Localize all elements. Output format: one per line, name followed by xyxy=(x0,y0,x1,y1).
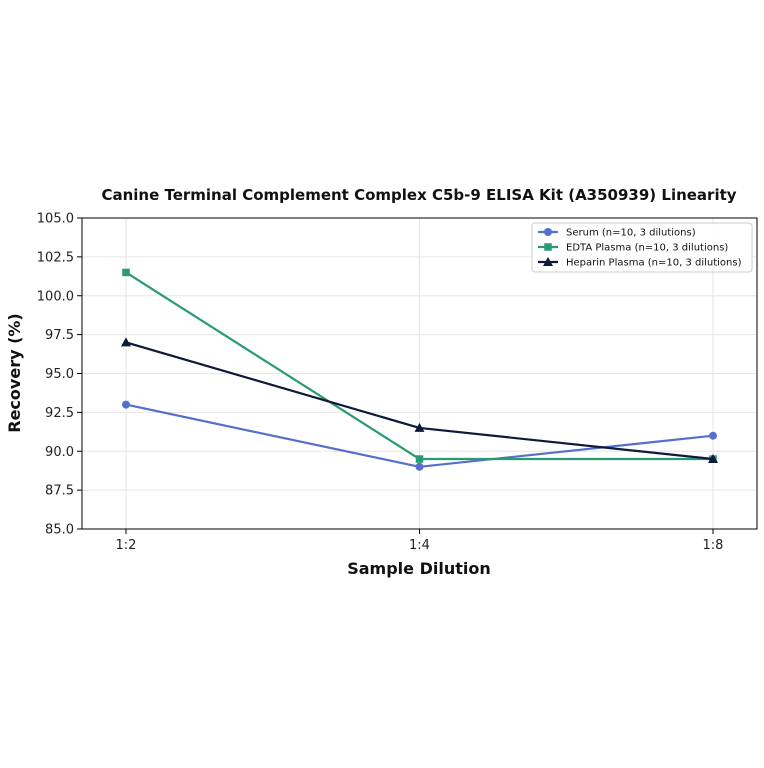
y-tick-label: 92.5 xyxy=(45,406,74,421)
data-point-triangle xyxy=(414,422,425,432)
y-tick-label: 85.0 xyxy=(45,523,74,538)
legend-box xyxy=(531,222,753,273)
y-tick-label: 105.0 xyxy=(37,212,74,227)
legend-label: Serum (n=10, 3 dilutions) xyxy=(566,228,696,239)
data-point-triangle xyxy=(121,337,131,347)
series-2 xyxy=(121,337,718,464)
y-axis-label: Recovery (%) xyxy=(5,313,24,432)
data-point-circle xyxy=(122,400,130,409)
y-tick-label: 97.5 xyxy=(45,328,74,343)
data-point-square xyxy=(415,455,424,463)
y-axis-ticks: 85.0 87.5 90.0 92.5 95.0 97.5 100.0 102.5 105.0 xyxy=(37,212,82,538)
series-layer xyxy=(121,268,718,471)
x-axis-ticks: 1:2 1:4 1:8 xyxy=(116,529,724,553)
legend: Serum (n=10, 3 dilutions) EDTA Plasma (n=… xyxy=(531,222,753,273)
x-tick-label: 1:8 xyxy=(703,538,724,553)
series-0 xyxy=(122,400,717,471)
y-tick-label: 102.5 xyxy=(37,250,74,265)
chart-title: Canine Terminal Complement Complex C5b-9… xyxy=(101,186,736,204)
legend-marker-circle xyxy=(544,228,552,236)
y-tick-label: 100.0 xyxy=(37,289,74,304)
x-tick-label: 1:4 xyxy=(409,538,430,553)
data-point-square xyxy=(122,268,130,277)
x-axis-label: Sample Dilution xyxy=(347,559,491,578)
legend-label: EDTA Plasma (n=10, 3 dilutions) xyxy=(566,243,728,254)
legend-item: Serum (n=10, 3 dilutions) xyxy=(538,228,696,239)
x-tick-label: 1:2 xyxy=(116,538,137,553)
legend-marker-triangle xyxy=(543,257,553,266)
legend-items: Serum (n=10, 3 dilutions) EDTA Plasma (n=… xyxy=(538,228,742,269)
legend-item: Heparin Plasma (n=10, 3 dilutions) xyxy=(538,257,742,269)
y-tick-label: 95.0 xyxy=(45,367,74,382)
legend-marker-square xyxy=(544,243,552,251)
data-point-circle xyxy=(415,462,424,471)
y-tick-label: 90.0 xyxy=(45,445,74,460)
data-point-triangle xyxy=(708,454,718,464)
legend-item: EDTA Plasma (n=10, 3 dilutions) xyxy=(538,243,728,254)
y-tick-label: 87.5 xyxy=(45,484,74,499)
legend-label: Heparin Plasma (n=10, 3 dilutions) xyxy=(566,258,742,269)
data-point-circle xyxy=(709,431,717,440)
